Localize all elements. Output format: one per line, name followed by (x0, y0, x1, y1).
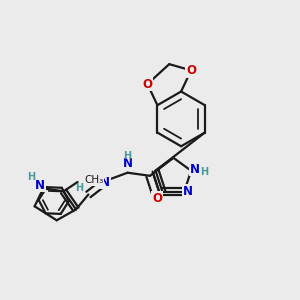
Text: O: O (142, 78, 152, 91)
Text: N: N (100, 176, 110, 188)
Text: CH₃: CH₃ (84, 176, 104, 185)
Text: N: N (190, 163, 200, 176)
Text: N: N (183, 185, 193, 198)
Text: N: N (35, 178, 45, 192)
Text: N: N (123, 158, 133, 170)
Text: H: H (123, 151, 131, 161)
Text: H: H (27, 172, 36, 182)
Text: H: H (200, 167, 208, 177)
Text: O: O (186, 64, 196, 77)
Text: O: O (152, 192, 162, 205)
Text: H: H (75, 183, 83, 193)
